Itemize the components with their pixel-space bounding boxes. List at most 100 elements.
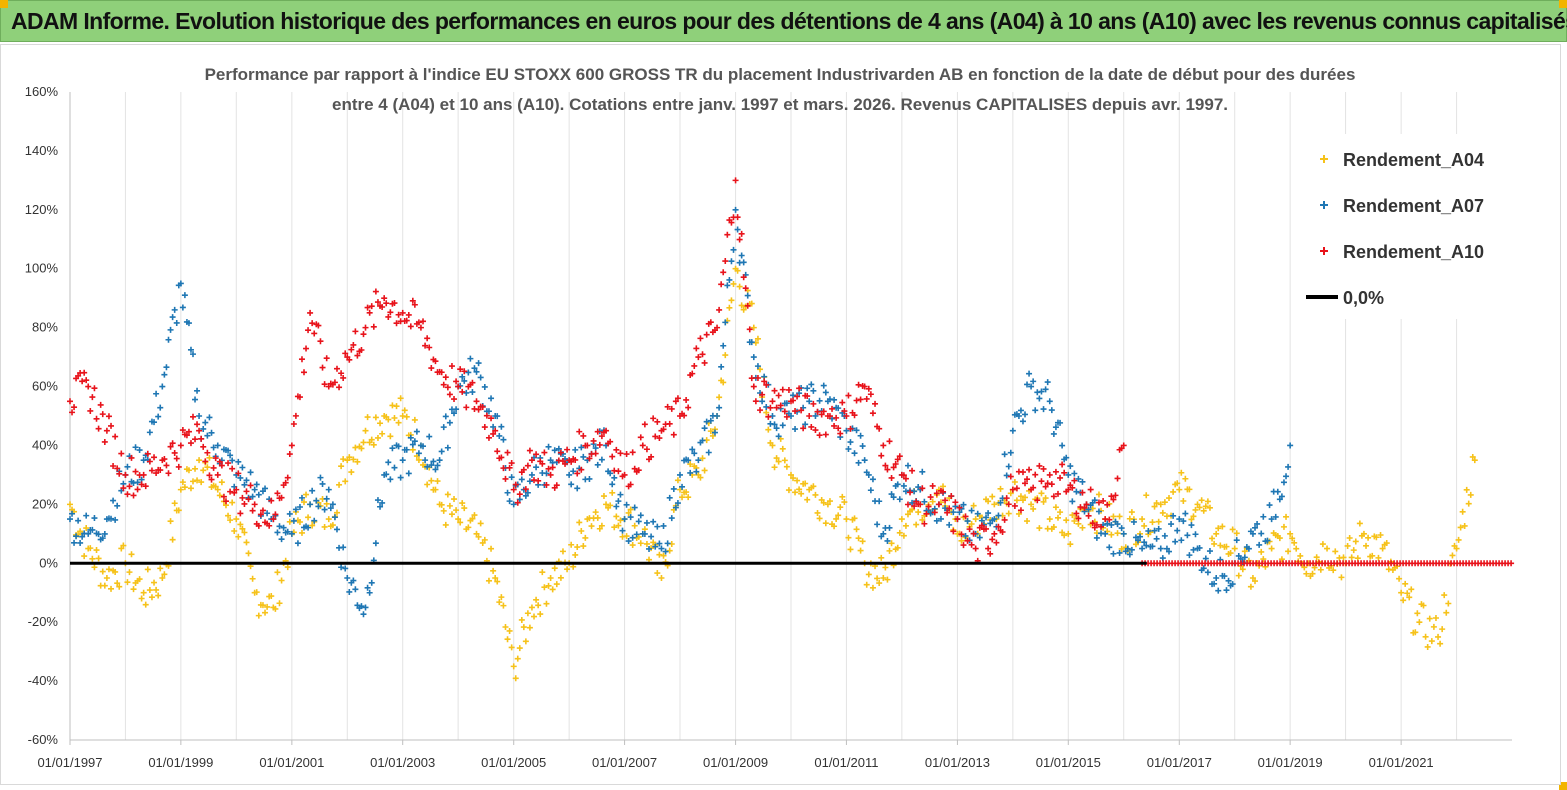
data-point bbox=[432, 358, 439, 365]
data-point bbox=[629, 542, 636, 549]
data-point bbox=[617, 517, 624, 524]
data-point bbox=[627, 481, 634, 488]
data-point bbox=[146, 458, 153, 465]
data-point bbox=[409, 441, 416, 448]
data-point bbox=[1089, 505, 1096, 512]
data-point bbox=[124, 579, 131, 586]
data-point bbox=[381, 295, 388, 302]
data-point bbox=[370, 323, 377, 330]
data-point bbox=[566, 471, 573, 478]
data-point bbox=[654, 418, 661, 425]
data-point bbox=[841, 499, 848, 506]
data-point bbox=[578, 527, 585, 534]
data-point bbox=[750, 324, 757, 331]
data-point bbox=[683, 396, 690, 403]
data-point bbox=[301, 369, 308, 376]
data-point bbox=[457, 366, 464, 373]
data-point bbox=[1225, 577, 1232, 584]
data-point bbox=[479, 403, 486, 410]
data-point bbox=[235, 470, 242, 477]
data-point bbox=[1471, 457, 1478, 464]
data-point bbox=[796, 486, 803, 493]
data-point bbox=[142, 483, 149, 490]
data-point bbox=[1059, 442, 1066, 449]
data-point bbox=[1065, 486, 1072, 493]
data-point bbox=[1069, 498, 1076, 505]
data-point bbox=[1030, 484, 1037, 491]
data-point bbox=[163, 462, 170, 469]
data-point bbox=[1219, 523, 1226, 530]
data-point bbox=[691, 450, 698, 457]
data-point bbox=[1022, 494, 1029, 501]
data-point bbox=[1063, 517, 1070, 524]
data-point bbox=[1241, 548, 1248, 555]
data-point bbox=[1340, 554, 1347, 561]
data-point bbox=[1443, 609, 1450, 616]
data-point bbox=[531, 613, 538, 620]
data-point bbox=[417, 324, 424, 331]
data-point bbox=[1256, 541, 1263, 548]
data-point bbox=[1430, 623, 1437, 630]
legend-marker bbox=[1320, 201, 1328, 209]
data-point bbox=[833, 515, 840, 522]
data-point bbox=[884, 537, 891, 544]
data-point bbox=[524, 462, 531, 469]
data-point bbox=[83, 377, 90, 384]
data-point bbox=[512, 481, 519, 488]
data-point bbox=[652, 433, 659, 440]
data-point bbox=[350, 341, 357, 348]
data-point bbox=[1050, 524, 1057, 531]
x-tick-label: 01/01/2015 bbox=[1036, 755, 1101, 770]
data-point bbox=[991, 516, 998, 523]
data-point bbox=[1348, 554, 1355, 561]
data-point bbox=[785, 386, 792, 393]
x-tick-label: 01/01/2011 bbox=[814, 755, 878, 770]
data-point bbox=[528, 471, 535, 478]
data-point bbox=[1437, 640, 1444, 647]
data-point bbox=[572, 551, 579, 558]
data-point bbox=[748, 339, 755, 346]
data-point bbox=[1170, 512, 1177, 519]
data-point bbox=[144, 566, 151, 573]
data-point bbox=[609, 481, 616, 488]
data-point bbox=[432, 466, 439, 473]
data-point bbox=[385, 416, 392, 423]
data-point bbox=[333, 526, 340, 533]
data-point bbox=[1007, 490, 1014, 497]
data-point bbox=[937, 515, 944, 522]
data-point bbox=[613, 446, 620, 453]
data-point bbox=[752, 398, 759, 405]
data-point bbox=[288, 442, 295, 449]
data-point bbox=[192, 436, 199, 443]
data-point bbox=[1024, 476, 1031, 483]
data-point bbox=[169, 314, 176, 321]
data-point bbox=[798, 407, 805, 414]
data-point bbox=[374, 299, 381, 306]
data-point bbox=[574, 544, 581, 551]
data-point bbox=[1280, 479, 1287, 486]
data-point bbox=[1065, 471, 1072, 478]
data-point bbox=[420, 443, 427, 450]
data-point bbox=[342, 565, 349, 572]
data-point bbox=[91, 385, 98, 392]
data-point bbox=[598, 522, 605, 529]
data-point bbox=[407, 434, 414, 441]
y-tick-label: 120% bbox=[25, 202, 59, 217]
data-point bbox=[372, 288, 379, 295]
data-point bbox=[615, 498, 622, 505]
data-point bbox=[161, 371, 168, 378]
data-point bbox=[477, 520, 484, 527]
data-point bbox=[812, 427, 819, 434]
data-point bbox=[336, 384, 343, 391]
data-point bbox=[490, 430, 497, 437]
data-point bbox=[568, 481, 575, 488]
data-point bbox=[498, 594, 505, 601]
data-point bbox=[181, 292, 188, 299]
data-point bbox=[364, 304, 371, 311]
data-point bbox=[99, 411, 106, 418]
data-point bbox=[929, 482, 936, 489]
data-point bbox=[479, 539, 486, 546]
data-point bbox=[1414, 610, 1421, 617]
data-point bbox=[1137, 533, 1144, 540]
data-point bbox=[697, 474, 704, 481]
